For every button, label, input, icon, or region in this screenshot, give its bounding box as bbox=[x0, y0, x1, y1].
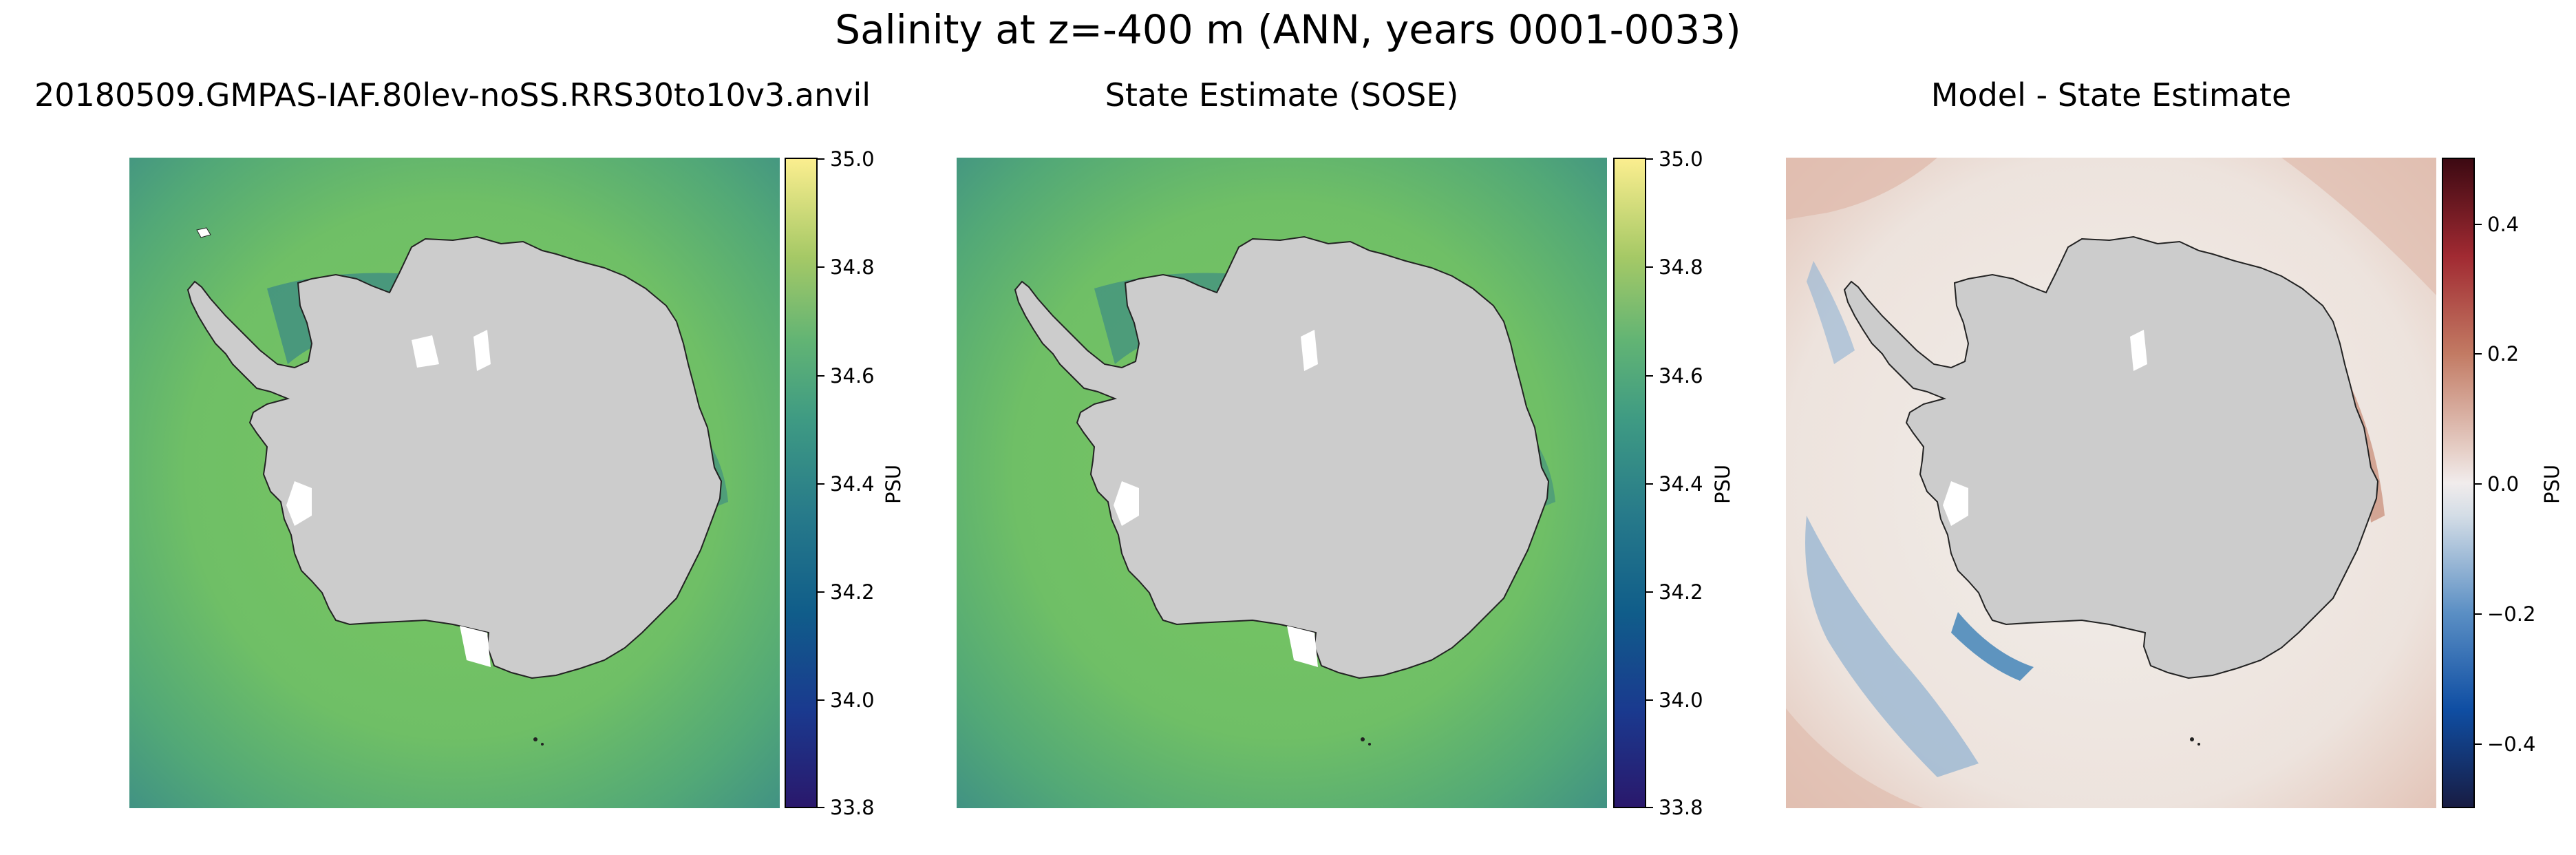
tick-label: 34.0 bbox=[830, 688, 875, 712]
colorbar bbox=[785, 158, 818, 808]
island bbox=[1368, 743, 1371, 746]
ice-shelf-ronne bbox=[2130, 330, 2147, 371]
negative-anomaly bbox=[1805, 516, 1979, 777]
island bbox=[1361, 737, 1365, 741]
island bbox=[196, 227, 211, 238]
figure-title: Salinity at z=-400 m (ANN, years 0001-00… bbox=[835, 6, 1741, 53]
island bbox=[533, 737, 537, 741]
ice-shelf-ronne bbox=[1301, 330, 1318, 371]
ice-shelf-south bbox=[460, 626, 491, 667]
ice-shelf-ross bbox=[1114, 481, 1139, 526]
tick-label: 34.2 bbox=[830, 580, 875, 604]
tick-label: 34.8 bbox=[830, 255, 875, 279]
negative-anomaly bbox=[1951, 612, 2034, 681]
salinity-map-model bbox=[129, 158, 780, 808]
tick-label: 34.2 bbox=[1659, 580, 1703, 604]
island bbox=[2197, 743, 2200, 746]
island bbox=[2190, 737, 2194, 741]
tick-label: 0.4 bbox=[2487, 213, 2520, 236]
tick-label: 34.4 bbox=[1659, 472, 1703, 496]
colorbar-label: PSU bbox=[2540, 464, 2564, 504]
ice-shelf-ronne bbox=[473, 330, 491, 371]
tick-label: 33.8 bbox=[1659, 796, 1703, 819]
panel-title: State Estimate (SOSE) bbox=[1105, 76, 1459, 114]
negative-anomaly bbox=[1807, 261, 1855, 364]
tick-label: −0.2 bbox=[2487, 602, 2536, 626]
panel-title: Model - State Estimate bbox=[1930, 76, 2292, 114]
difference-map bbox=[1786, 158, 2436, 808]
ice-shelf-south bbox=[1287, 626, 1318, 667]
tick-label: 34.4 bbox=[830, 472, 875, 496]
tick-label: 35.0 bbox=[830, 147, 875, 171]
tick-label: 0.2 bbox=[2487, 342, 2520, 366]
positive-anomaly bbox=[2281, 158, 2436, 295]
tick-label: 0.0 bbox=[2487, 472, 2520, 496]
ice-shelf-ross bbox=[1943, 481, 1968, 526]
ice-shelf-amery bbox=[412, 335, 439, 368]
colorbar-label: PSU bbox=[1711, 464, 1734, 504]
tick-label: 34.8 bbox=[1659, 255, 1703, 279]
tick-label: 35.0 bbox=[1659, 147, 1703, 171]
colorbar bbox=[2442, 158, 2475, 808]
tick-label: 34.6 bbox=[1659, 364, 1703, 388]
tick-label: 33.8 bbox=[830, 796, 875, 819]
ice-shelf-ross bbox=[286, 481, 312, 526]
panel-title: 20180509.GMPAS-IAF.80lev-noSS.RRS30to10v… bbox=[34, 76, 871, 114]
tick-label: 34.6 bbox=[830, 364, 875, 388]
tick-label: −0.4 bbox=[2487, 732, 2536, 756]
tick-label: 34.0 bbox=[1659, 688, 1703, 712]
colorbar bbox=[1613, 158, 1646, 808]
island bbox=[541, 743, 544, 746]
salinity-map-sose bbox=[957, 158, 1607, 808]
positive-anomaly bbox=[1786, 158, 1937, 220]
colorbar-label: PSU bbox=[882, 464, 905, 504]
positive-anomaly bbox=[1786, 708, 1924, 808]
